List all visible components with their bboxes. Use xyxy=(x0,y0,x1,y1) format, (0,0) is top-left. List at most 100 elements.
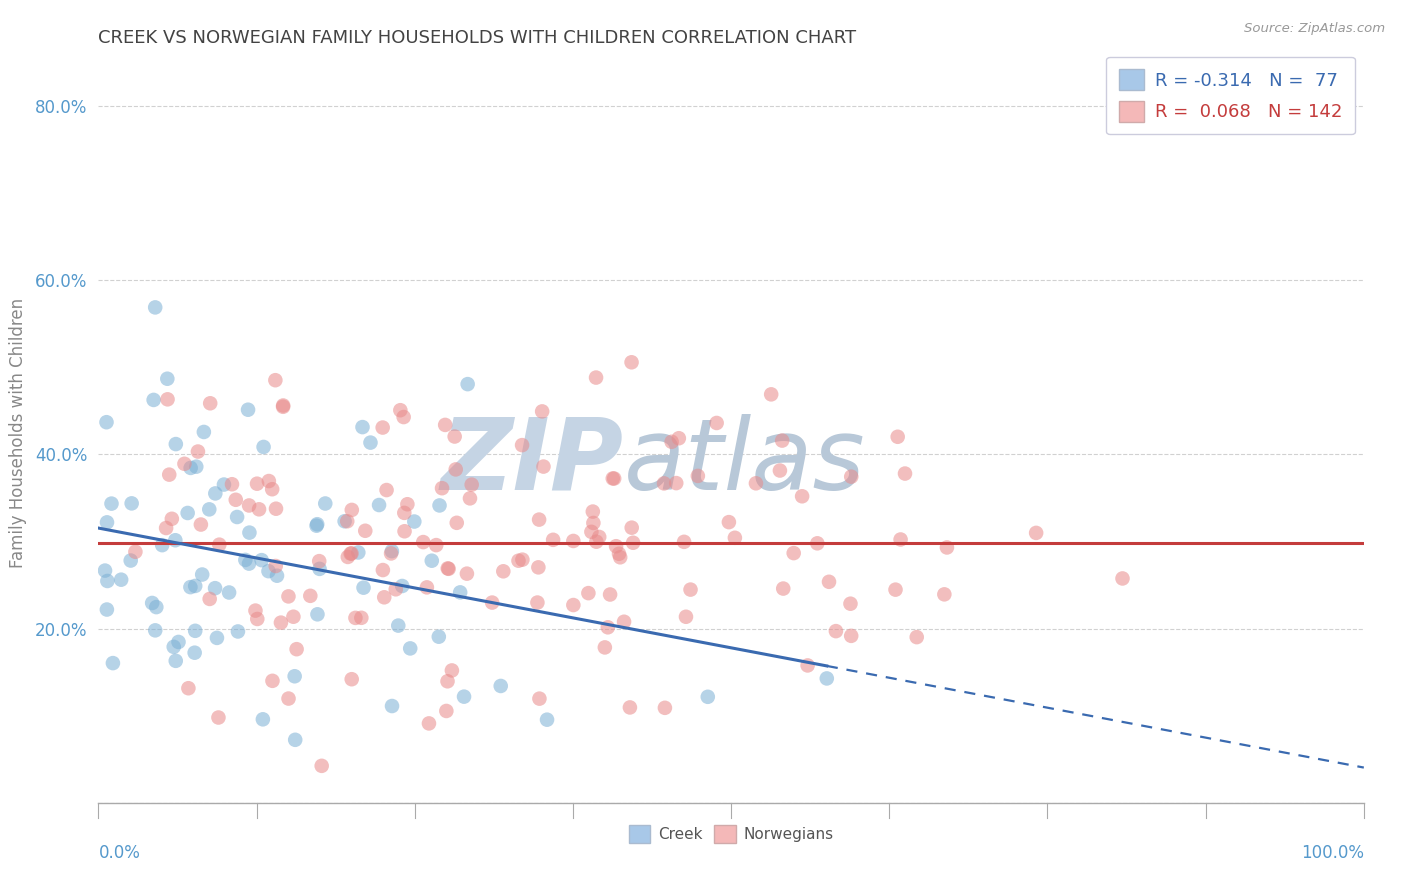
Point xyxy=(613,615,636,629)
Point xyxy=(510,438,533,452)
Point xyxy=(508,554,530,568)
Point xyxy=(526,596,548,610)
Point xyxy=(541,533,564,547)
Point xyxy=(582,505,605,519)
Point xyxy=(238,557,260,571)
Point xyxy=(165,654,187,668)
Text: 100.0%: 100.0% xyxy=(1301,844,1364,862)
Point xyxy=(266,568,288,582)
Point xyxy=(270,615,292,630)
Point xyxy=(226,510,249,524)
Point xyxy=(145,600,167,615)
Point xyxy=(371,420,394,434)
Y-axis label: Family Households with Children: Family Households with Children xyxy=(10,298,27,567)
Point xyxy=(456,566,478,581)
Point xyxy=(605,539,627,553)
Point xyxy=(436,674,458,689)
Point xyxy=(307,607,329,622)
Point xyxy=(245,604,267,618)
Point xyxy=(420,554,443,568)
Point xyxy=(621,535,644,549)
Point xyxy=(247,502,270,516)
Point xyxy=(336,549,359,564)
Point xyxy=(717,515,740,529)
Point xyxy=(173,457,195,471)
Point xyxy=(444,462,467,476)
Point xyxy=(440,664,463,678)
Point xyxy=(368,498,391,512)
Point xyxy=(375,483,398,497)
Point xyxy=(347,545,370,559)
Point xyxy=(198,591,221,606)
Point xyxy=(429,499,451,513)
Point xyxy=(593,640,616,655)
Point xyxy=(221,477,243,491)
Point xyxy=(531,404,554,418)
Point xyxy=(389,403,412,417)
Point xyxy=(576,586,599,600)
Point xyxy=(609,550,631,565)
Point xyxy=(333,514,356,528)
Point xyxy=(180,461,202,475)
Point xyxy=(183,646,205,660)
Text: Source: ZipAtlas.com: Source: ZipAtlas.com xyxy=(1244,22,1385,36)
Point xyxy=(246,612,269,626)
Point xyxy=(533,459,555,474)
Point xyxy=(394,506,416,520)
Point xyxy=(603,471,626,485)
Point xyxy=(529,691,551,706)
Point xyxy=(527,513,550,527)
Point xyxy=(167,635,190,649)
Point xyxy=(446,516,468,530)
Point xyxy=(381,544,404,558)
Point xyxy=(218,585,240,599)
Point xyxy=(208,538,231,552)
Point xyxy=(581,524,603,539)
Point xyxy=(284,732,307,747)
Point xyxy=(884,582,907,597)
Point xyxy=(252,440,274,454)
Point xyxy=(661,434,683,449)
Point xyxy=(512,552,534,566)
Point xyxy=(425,538,447,552)
Point xyxy=(434,704,457,718)
Point xyxy=(935,541,957,555)
Point xyxy=(453,690,475,704)
Point xyxy=(359,435,381,450)
Point xyxy=(307,517,329,532)
Point xyxy=(562,598,585,612)
Point xyxy=(257,564,280,578)
Point xyxy=(759,387,782,401)
Point xyxy=(416,580,439,594)
Point xyxy=(155,521,177,535)
Point xyxy=(427,630,450,644)
Point xyxy=(238,525,260,540)
Point xyxy=(226,624,249,639)
Point xyxy=(457,377,479,392)
Point xyxy=(394,524,416,539)
Point xyxy=(772,582,794,596)
Point xyxy=(160,512,183,526)
Point xyxy=(308,554,330,568)
Point xyxy=(96,516,118,530)
Point xyxy=(121,496,143,510)
Point xyxy=(353,581,375,595)
Point xyxy=(184,579,207,593)
Text: ZIP: ZIP xyxy=(440,414,623,511)
Point xyxy=(339,547,361,561)
Point xyxy=(371,563,394,577)
Point xyxy=(380,546,402,560)
Point xyxy=(165,437,187,451)
Point xyxy=(492,564,515,578)
Point xyxy=(264,501,287,516)
Point xyxy=(271,399,294,413)
Point xyxy=(344,611,367,625)
Point xyxy=(225,492,247,507)
Point xyxy=(434,417,457,432)
Point xyxy=(825,624,848,639)
Point xyxy=(238,499,260,513)
Point xyxy=(373,591,395,605)
Point xyxy=(602,471,624,485)
Point xyxy=(235,553,257,567)
Point xyxy=(285,642,308,657)
